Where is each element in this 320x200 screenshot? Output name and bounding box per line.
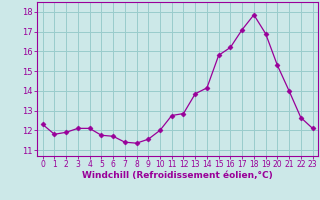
- X-axis label: Windchill (Refroidissement éolien,°C): Windchill (Refroidissement éolien,°C): [82, 171, 273, 180]
